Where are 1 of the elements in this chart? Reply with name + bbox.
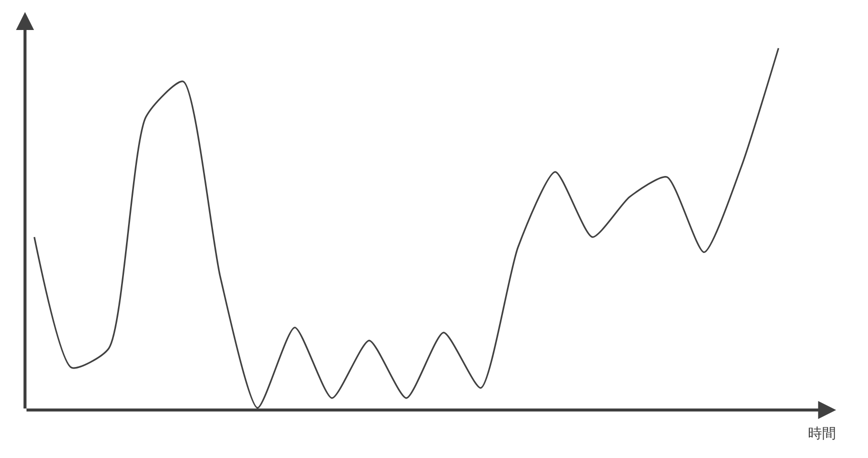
x-axis-title: 時間 xyxy=(808,426,836,442)
